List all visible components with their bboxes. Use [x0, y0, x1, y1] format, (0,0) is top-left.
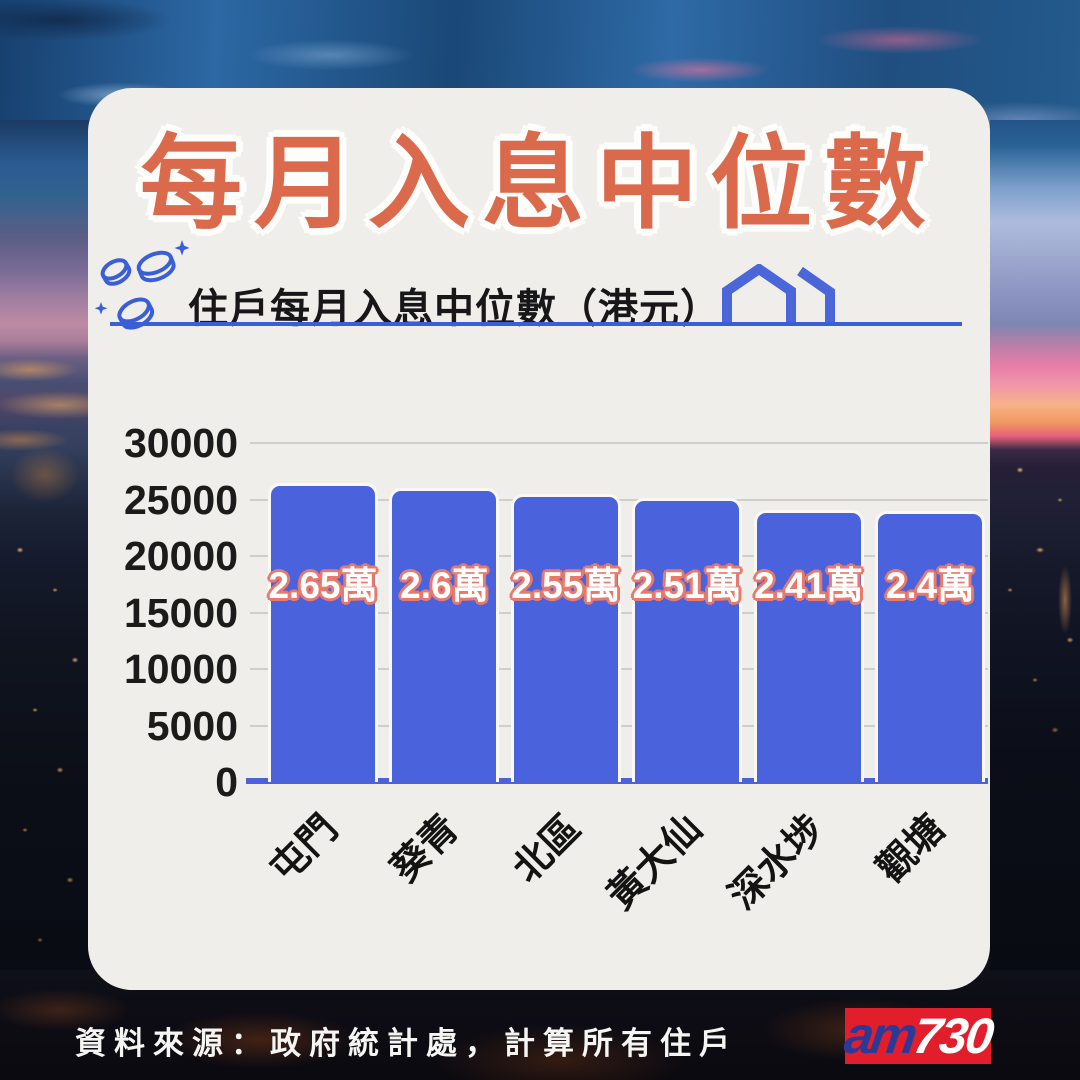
house-icon — [710, 262, 840, 331]
bar-value-label: 2.51萬 — [632, 565, 742, 606]
income-bar — [753, 509, 864, 782]
y-axis-tick-label: 15000 — [123, 589, 238, 636]
bar-value-label: 2.65萬 — [268, 565, 378, 606]
info-card: 每月入息中位數 住戶每月入息 — [88, 88, 990, 990]
page-title: 每月入息中位數 — [140, 127, 938, 241]
bar-value-label: 2.4萬 — [885, 565, 975, 606]
am730-logo-text: am 730 — [840, 1007, 996, 1065]
bar-value-label: 2.6萬 — [400, 565, 489, 606]
y-axis-tick-label: 25000 — [123, 476, 238, 523]
logo-am: am — [840, 1007, 918, 1065]
income-bar — [389, 488, 500, 782]
coins-icon — [94, 238, 194, 343]
am730-logo: am 730 — [841, 1007, 996, 1065]
income-bar — [510, 493, 621, 782]
income-bar — [632, 498, 743, 782]
gridline — [250, 442, 988, 444]
bar-value-label: 2.41萬 — [754, 565, 864, 606]
logo-730: 730 — [909, 1008, 996, 1064]
y-axis-tick-label: 5000 — [146, 702, 238, 749]
y-axis-tick-label: 30000 — [123, 420, 238, 466]
income-bar-chart: 30000 25000 20000 15000 10000 5000 0 2.65萬 屯門 2.6… — [88, 88, 990, 990]
bar-value-label: 2.55萬 — [511, 565, 621, 606]
subtitle-underline — [110, 322, 962, 326]
source-note: 資料來源：政府統計處，計算所有住戶 — [75, 1026, 738, 1061]
income-bar — [268, 482, 378, 782]
y-axis-tick-label: 10000 — [123, 646, 238, 692]
background-photo-harbour — [0, 120, 90, 970]
y-axis-tick-label: 0 — [215, 759, 238, 805]
income-bar — [875, 510, 985, 782]
y-axis-tick-label: 20000 — [123, 533, 238, 579]
background-photo-sunset — [990, 120, 1080, 970]
